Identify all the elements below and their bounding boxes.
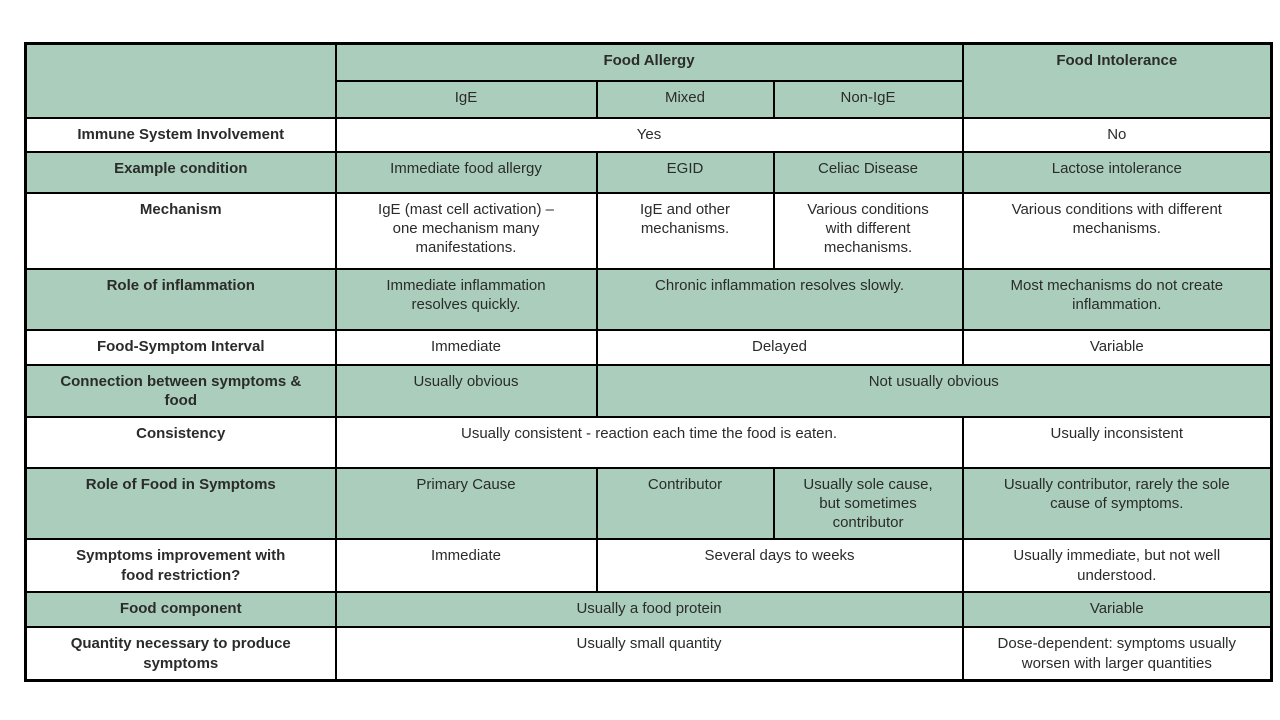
row-label-connection: Connection between symptoms & food <box>24 363 337 418</box>
cell-quantity-intolerance: Dose-dependent: symptoms usually worsen … <box>961 626 1273 682</box>
cell-consistency-intolerance: Usually inconsistent <box>961 415 1273 469</box>
row-label-role-of-food: Role of Food in Symptoms <box>24 466 337 541</box>
row-label-example: Example condition <box>24 150 337 194</box>
subheader-non-ige: Non-IgE <box>772 79 964 119</box>
cell-example-non-ige: Celiac Disease <box>772 150 964 194</box>
cell-example-ige: Immediate food allergy <box>334 150 598 194</box>
cell-mechanism-mixed: IgE and other mechanisms. <box>595 191 775 270</box>
cell-example-intolerance: Lactose intolerance <box>961 150 1273 194</box>
cell-inflammation-intolerance: Most mechanisms do not create inflammati… <box>961 267 1273 331</box>
row-label-improvement: Symptoms improvement with food restricti… <box>24 538 337 594</box>
cell-inflammation-mixed-non-ige: Chronic inflammation resolves slowly. <box>595 267 964 331</box>
cell-immune-intolerance: No <box>961 116 1273 153</box>
cell-role-of-food-ige: Primary Cause <box>334 466 598 541</box>
row-label-consistency: Consistency <box>24 415 337 469</box>
cell-consistency-allergy: Usually consistent - reaction each time … <box>334 415 964 469</box>
cell-immune-allergy: Yes <box>334 116 964 153</box>
cell-mechanism-intolerance: Various conditions with different mechan… <box>961 191 1273 270</box>
cell-improvement-mixed-non-ige: Several days to weeks <box>595 538 964 594</box>
allergy-intolerance-comparison-table: Food Allergy Food Intolerance IgE Mixed … <box>24 42 1274 682</box>
cell-role-of-food-non-ige: Usually sole cause, but sometimes contri… <box>772 466 964 541</box>
cell-role-of-food-mixed: Contributor <box>595 466 775 541</box>
cell-mechanism-ige: IgE (mast cell activation) – one mechani… <box>334 191 598 270</box>
subheader-mixed: Mixed <box>595 79 775 119</box>
cell-component-intolerance: Variable <box>961 591 1273 629</box>
row-label-component: Food component <box>24 591 337 629</box>
cell-inflammation-ige: Immediate inflammation resolves quickly. <box>334 267 598 331</box>
cell-interval-ige: Immediate <box>334 328 598 366</box>
cell-connection-rest: Not usually obvious <box>595 363 1273 418</box>
header-food-intolerance: Food Intolerance <box>961 42 1273 119</box>
row-label-mechanism: Mechanism <box>24 191 337 270</box>
cell-improvement-ige: Immediate <box>334 538 598 594</box>
subheader-ige: IgE <box>334 79 598 119</box>
row-label-immune: Immune System Involvement <box>24 116 337 153</box>
cell-interval-mixed-non-ige: Delayed <box>595 328 964 366</box>
cell-mechanism-non-ige: Various conditions with different mechan… <box>772 191 964 270</box>
cell-example-mixed: EGID <box>595 150 775 194</box>
cell-connection-ige: Usually obvious <box>334 363 598 418</box>
cell-component-allergy: Usually a food protein <box>334 591 964 629</box>
cell-role-of-food-intolerance: Usually contributor, rarely the sole cau… <box>961 466 1273 541</box>
cell-quantity-allergy: Usually small quantity <box>334 626 964 682</box>
cell-interval-intolerance: Variable <box>961 328 1273 366</box>
row-label-quantity: Quantity necessary to produce symptoms <box>24 626 337 682</box>
corner-cell <box>24 42 337 119</box>
row-label-interval: Food-Symptom Interval <box>24 328 337 366</box>
row-label-inflammation: Role of inflammation <box>24 267 337 331</box>
header-food-allergy: Food Allergy <box>334 42 964 82</box>
cell-improvement-intolerance: Usually immediate, but not well understo… <box>961 538 1273 594</box>
